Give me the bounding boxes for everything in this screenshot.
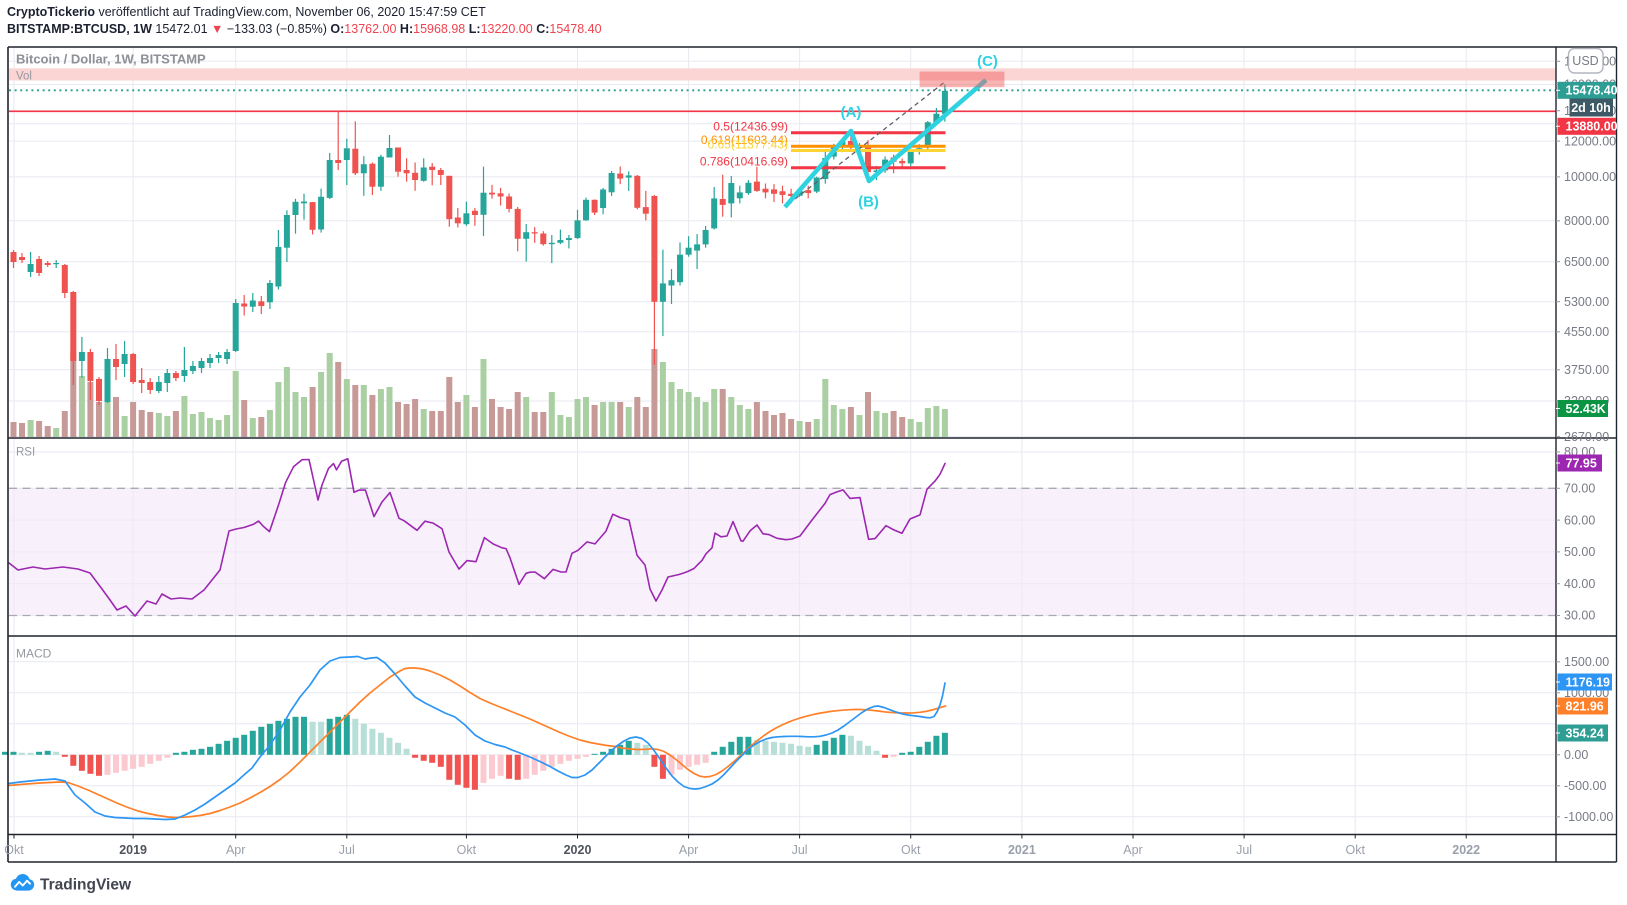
svg-text:2021: 2021 <box>1008 843 1036 857</box>
svg-text:Okt: Okt <box>1345 843 1365 857</box>
svg-text:-1000.00: -1000.00 <box>1564 810 1613 824</box>
svg-text:1500.00: 1500.00 <box>1564 655 1609 669</box>
svg-text:(C): (C) <box>977 53 998 70</box>
svg-text:RSI: RSI <box>16 447 35 459</box>
svg-text:52.43K: 52.43K <box>1566 402 1606 416</box>
svg-text:Apr: Apr <box>226 843 245 857</box>
svg-text:MACD: MACD <box>16 647 52 661</box>
svg-text:Jul: Jul <box>1236 843 1252 857</box>
svg-text:-500.00: -500.00 <box>1564 779 1606 793</box>
svg-text:2d 10h: 2d 10h <box>1571 101 1611 115</box>
svg-text:Okt: Okt <box>901 843 921 857</box>
svg-text:0.618(11603.44): 0.618(11603.44) <box>701 133 788 147</box>
svg-text:4550.00: 4550.00 <box>1564 325 1609 339</box>
svg-text:Vol: Vol <box>16 71 32 83</box>
svg-text:10000.00: 10000.00 <box>1564 170 1616 184</box>
svg-text:70.00: 70.00 <box>1564 482 1595 496</box>
svg-text:(B): (B) <box>858 194 879 211</box>
svg-text:30.00: 30.00 <box>1564 609 1595 623</box>
svg-text:1176.19: 1176.19 <box>1566 675 1611 689</box>
svg-text:0.5(12436.99): 0.5(12436.99) <box>713 120 788 134</box>
svg-text:0.00: 0.00 <box>1564 748 1588 762</box>
svg-text:Jul: Jul <box>792 843 808 857</box>
svg-text:Okt: Okt <box>4 843 24 857</box>
svg-text:0.65(11377.43): 0.65(11377.43) <box>707 137 788 151</box>
svg-text:Okt: Okt <box>457 843 477 857</box>
svg-text:2019: 2019 <box>119 843 147 857</box>
svg-text:40.00: 40.00 <box>1564 577 1595 591</box>
svg-text:354.24: 354.24 <box>1566 726 1604 740</box>
svg-text:2670.00: 2670.00 <box>1564 430 1609 444</box>
svg-text:821.96: 821.96 <box>1566 699 1604 713</box>
svg-text:60.00: 60.00 <box>1564 513 1595 527</box>
svg-text:6500.00: 6500.00 <box>1564 255 1609 269</box>
svg-text:2020: 2020 <box>564 843 592 857</box>
svg-text:TradingView: TradingView <box>40 877 132 894</box>
svg-text:77.95: 77.95 <box>1566 456 1597 470</box>
svg-text:12000.00: 12000.00 <box>1564 134 1616 148</box>
svg-text:Jul: Jul <box>339 843 355 857</box>
svg-text:8000.00: 8000.00 <box>1564 214 1609 228</box>
svg-text:3750.00: 3750.00 <box>1564 363 1609 377</box>
svg-text:13880.00: 13880.00 <box>1566 120 1618 134</box>
svg-text:Apr: Apr <box>1123 843 1142 857</box>
svg-text:Bitcoin / Dollar, 1W, BITSTAMP: Bitcoin / Dollar, 1W, BITSTAMP <box>16 52 206 67</box>
svg-text:0.786(10416.69): 0.786(10416.69) <box>700 155 788 169</box>
svg-text:(A): (A) <box>841 104 862 121</box>
svg-text:5300.00: 5300.00 <box>1564 295 1609 309</box>
svg-text:15478.40: 15478.40 <box>1566 84 1618 98</box>
svg-text:USD: USD <box>1572 54 1598 68</box>
svg-text:2022: 2022 <box>1452 843 1480 857</box>
svg-text:50.00: 50.00 <box>1564 545 1595 559</box>
svg-text:Apr: Apr <box>679 843 698 857</box>
